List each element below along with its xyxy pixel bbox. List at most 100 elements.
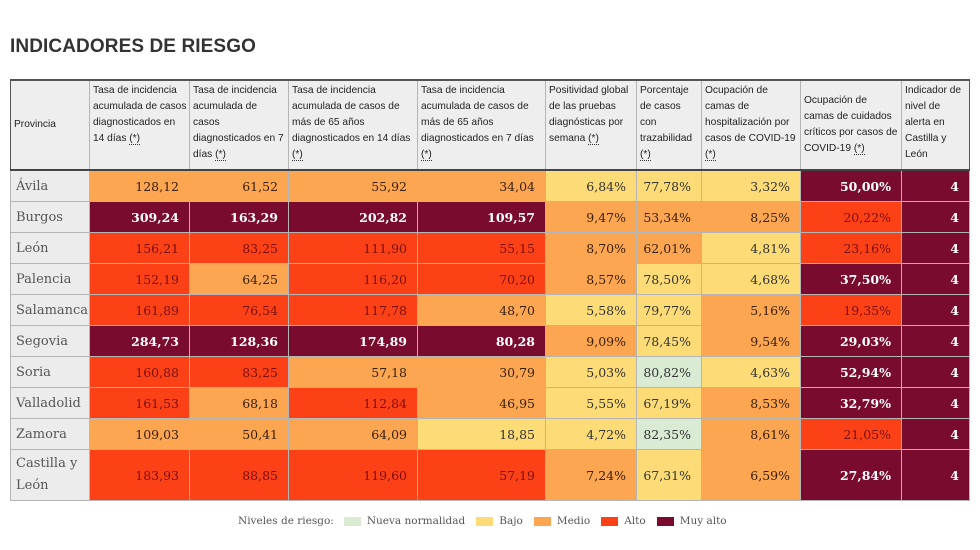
- indicator-cell: 52,94%: [800, 356, 902, 388]
- table-row: Burgos 309,24 163,29 202,82 109,57 9,47% 53,34…: [10, 201, 970, 233]
- indicator-cell: 5,55%: [545, 387, 637, 419]
- table-row: Zamora 109,03 50,41 64,09 18,85 4,72% 82,35% 8,…: [10, 418, 970, 450]
- province-name: Burgos: [10, 201, 90, 233]
- risk-legend: Niveles de riesgo: Nueva normalidad Bajo M…: [238, 515, 738, 527]
- column-header: Porcentaje de casos con trazabilidad (*): [636, 79, 702, 171]
- indicator-cell: 19,35%: [800, 294, 902, 326]
- header-row: Provincia Tasa de incidencia acumulada de…: [10, 79, 970, 171]
- indicator-cell: 80,82%: [636, 356, 702, 388]
- footnote-marker[interactable]: (*): [705, 149, 716, 161]
- indicator-cell: 23,16%: [800, 232, 902, 264]
- indicator-cell: 4: [901, 263, 970, 295]
- indicator-cell: 29,03%: [800, 325, 902, 357]
- indicator-cell: 77,78%: [636, 169, 702, 202]
- province-name: Castilla y León: [10, 449, 90, 501]
- column-header-label: Ocupación de camas de cuidados críticos …: [804, 95, 898, 154]
- indicator-cell: 48,70: [417, 294, 546, 326]
- indicator-cell: 5,16%: [701, 294, 801, 326]
- indicator-cell: 8,70%: [545, 232, 637, 264]
- indicator-cell: 79,77%: [636, 294, 702, 326]
- province-name: Palencia: [10, 263, 90, 295]
- table-row: Ávila 128,12 61,52 55,92 34,04 6,84% 77,78% 3,3…: [10, 169, 970, 202]
- indicator-cell: 160,88: [89, 356, 190, 388]
- indicator-cell: 128,12: [89, 169, 190, 202]
- province-name: Valladolid: [10, 387, 90, 419]
- province-name: León: [10, 232, 90, 264]
- indicator-cell: 6,59%: [701, 449, 801, 501]
- indicator-cell: 37,50%: [800, 263, 902, 295]
- indicator-cell: 5,03%: [545, 356, 637, 388]
- indicator-cell: 57,19: [417, 449, 546, 501]
- footnote-marker[interactable]: (*): [853, 143, 865, 155]
- legend-item: Muy alto: [656, 515, 727, 527]
- indicator-cell: 53,34%: [636, 201, 702, 233]
- legend-item-label: Bajo: [499, 515, 523, 527]
- table-row: Valladolid 161,53 68,18 112,84 46,95 5,55% 67,…: [10, 387, 970, 419]
- indicator-cell: 174,89: [288, 325, 418, 357]
- footnote-marker[interactable]: (*): [292, 149, 303, 161]
- indicator-cell: 83,25: [189, 356, 289, 388]
- indicator-cell: 55,15: [417, 232, 546, 264]
- indicator-cell: 4: [901, 169, 970, 202]
- table-row: Segovia 284,73 128,36 174,89 80,28 9,09% 78,45…: [10, 325, 970, 357]
- indicator-cell: 284,73: [89, 325, 190, 357]
- indicator-cell: 78,50%: [636, 263, 702, 295]
- indicator-cell: 161,89: [89, 294, 190, 326]
- indicator-cell: 128,36: [189, 325, 289, 357]
- indicator-cell: 9,54%: [701, 325, 801, 357]
- legend-swatch: [343, 516, 361, 526]
- column-header-label: Positividad global de las pruebas diagnó…: [549, 85, 629, 144]
- column-header: Ocupación de camas de cuidados críticos …: [800, 79, 902, 171]
- risk-indicators-table: Provincia Tasa de incidencia acumulada de…: [10, 79, 970, 501]
- indicator-cell: 55,92: [288, 169, 418, 202]
- indicator-cell: 116,20: [288, 263, 418, 295]
- indicator-cell: 4,63%: [701, 356, 801, 388]
- footnote-marker[interactable]: (*): [640, 149, 651, 161]
- indicator-cell: 109,57: [417, 201, 546, 233]
- table-row: Salamanca 161,89 76,54 117,78 48,70 5,58% 79,7…: [10, 294, 970, 326]
- footnote-marker[interactable]: (*): [215, 149, 226, 161]
- column-header-label: Tasa de incidencia acumulada de casos di…: [93, 85, 187, 144]
- table-body: Ávila 128,12 61,52 55,92 34,04 6,84% 77,78% 3,3…: [10, 169, 970, 501]
- indicator-cell: 156,21: [89, 232, 190, 264]
- column-header-provincia: Provincia: [10, 79, 90, 171]
- indicator-cell: 62,01%: [636, 232, 702, 264]
- indicator-cell: 5,58%: [545, 294, 637, 326]
- legend-item: Medio: [533, 515, 591, 527]
- legend-item-label: Nueva normalidad: [366, 515, 466, 527]
- column-header-label: Tasa de incidencia acumulada de casos de…: [292, 85, 411, 144]
- legend-item-label: Muy alto: [679, 515, 727, 527]
- indicator-cell: 64,25: [189, 263, 289, 295]
- indicator-cell: 34,04: [417, 169, 546, 202]
- indicator-cell: 20,22%: [800, 201, 902, 233]
- indicator-cell: 4: [901, 232, 970, 264]
- province-name: Salamanca: [10, 294, 90, 326]
- indicator-cell: 64,09: [288, 418, 418, 450]
- indicator-cell: 70,20: [417, 263, 546, 295]
- indicator-cell: 4: [901, 356, 970, 388]
- indicator-cell: 32,79%: [800, 387, 902, 419]
- legend-item: Nueva normalidad: [343, 515, 466, 527]
- indicator-cell: 82,35%: [636, 418, 702, 450]
- column-header-label: Provincia: [14, 119, 56, 130]
- indicator-cell: 68,18: [189, 387, 289, 419]
- indicator-cell: 27,84%: [800, 449, 902, 501]
- legend-item-label: Medio: [556, 515, 591, 527]
- indicator-cell: 8,25%: [701, 201, 801, 233]
- indicator-cell: 8,61%: [701, 418, 801, 450]
- indicator-cell: 4: [901, 294, 970, 326]
- indicator-cell: 109,03: [89, 418, 190, 450]
- indicator-cell: 78,45%: [636, 325, 702, 357]
- footnote-marker[interactable]: (*): [588, 133, 599, 145]
- footnote-marker[interactable]: (*): [129, 133, 141, 145]
- column-header: Tasa de incidencia acumulada de casos de…: [288, 79, 418, 171]
- indicator-cell: 67,31%: [636, 449, 702, 501]
- footnote-marker[interactable]: (*): [421, 149, 432, 161]
- indicator-cell: 18,85: [417, 418, 546, 450]
- page-title: INDICADORES DE RIESGO: [10, 36, 256, 57]
- column-header: Tasa de incidencia acumulada de casos de…: [417, 79, 546, 171]
- column-header-label: Porcentaje de casos con trazabilidad: [640, 85, 693, 144]
- column-header: Ocupación de camas de hospitalización po…: [701, 79, 801, 171]
- legend-item: Alto: [601, 515, 646, 527]
- legend-item: Bajo: [476, 515, 523, 527]
